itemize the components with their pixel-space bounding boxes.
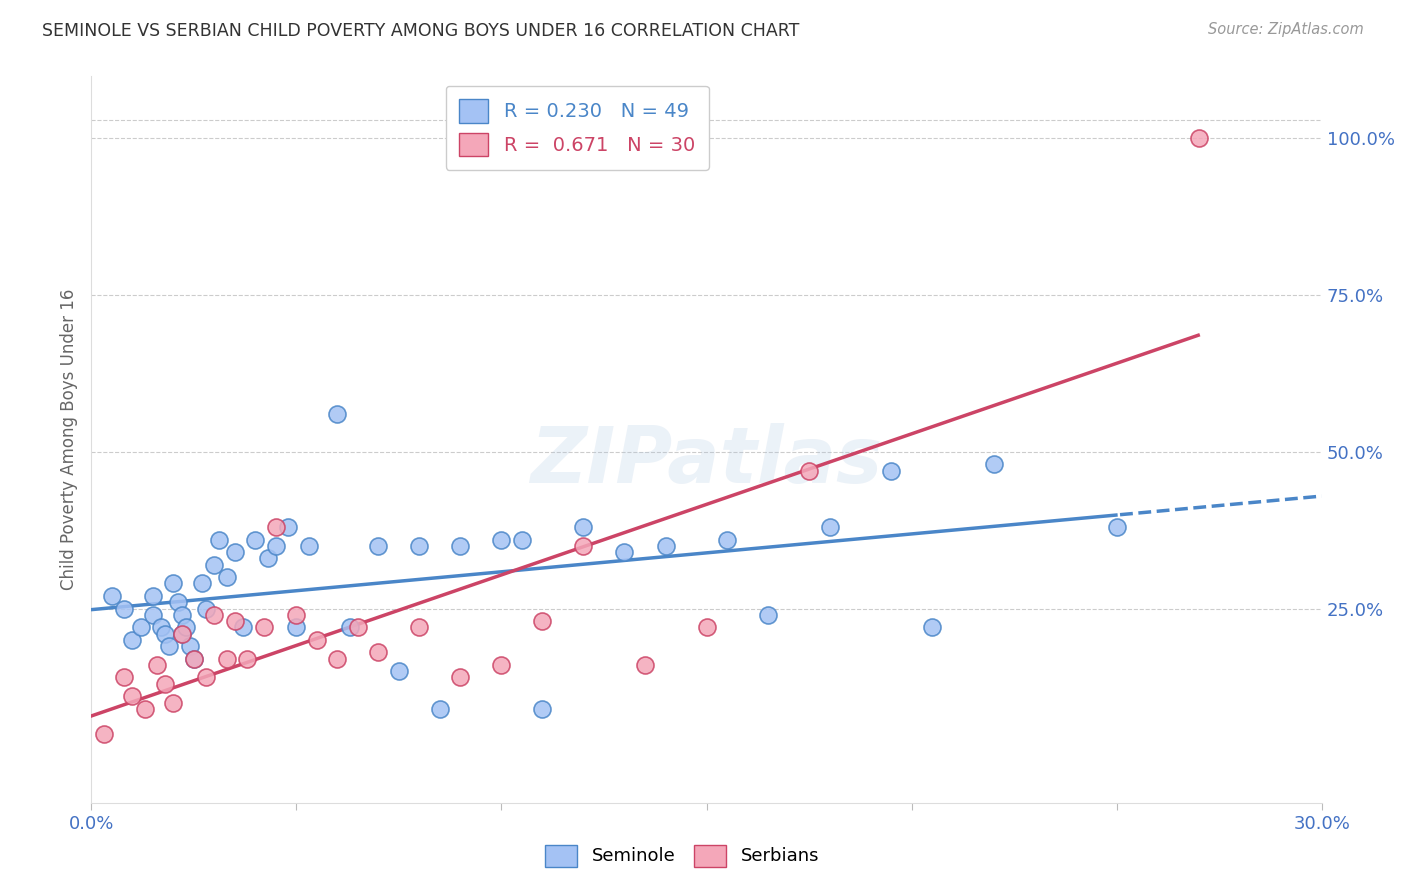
Point bbox=[112, 670, 135, 684]
Point bbox=[572, 539, 595, 553]
Point bbox=[1187, 131, 1209, 145]
Point bbox=[134, 702, 156, 716]
Point bbox=[202, 607, 225, 622]
Point bbox=[232, 620, 254, 634]
Point bbox=[179, 639, 201, 653]
Point bbox=[166, 595, 188, 609]
Point bbox=[818, 520, 841, 534]
Point bbox=[170, 626, 193, 640]
Point bbox=[174, 620, 197, 634]
Point bbox=[531, 614, 554, 628]
Point bbox=[367, 645, 389, 659]
Point bbox=[183, 651, 205, 665]
Point bbox=[245, 533, 267, 547]
Point bbox=[654, 539, 676, 553]
Point bbox=[531, 702, 554, 716]
Point bbox=[112, 601, 135, 615]
Point bbox=[224, 545, 246, 559]
Point bbox=[305, 632, 328, 647]
Point bbox=[756, 607, 779, 622]
Y-axis label: Child Poverty Among Boys Under 16: Child Poverty Among Boys Under 16 bbox=[59, 289, 77, 590]
Point bbox=[142, 589, 165, 603]
Point bbox=[264, 539, 287, 553]
Point bbox=[146, 657, 169, 672]
Point bbox=[153, 677, 177, 691]
Point bbox=[93, 727, 115, 741]
Point bbox=[170, 626, 193, 640]
Point bbox=[224, 614, 246, 628]
Point bbox=[491, 533, 513, 547]
Point bbox=[634, 657, 657, 672]
Point bbox=[298, 539, 321, 553]
Point bbox=[285, 620, 308, 634]
Point bbox=[510, 533, 533, 547]
Point bbox=[202, 558, 225, 572]
Point bbox=[716, 533, 738, 547]
Point bbox=[215, 651, 238, 665]
Point bbox=[150, 620, 173, 634]
Point bbox=[613, 545, 636, 559]
Point bbox=[326, 651, 349, 665]
Point bbox=[121, 690, 143, 704]
Point bbox=[195, 601, 218, 615]
Point bbox=[236, 651, 259, 665]
Point bbox=[162, 696, 184, 710]
Legend: Seminole, Serbians: Seminole, Serbians bbox=[534, 834, 830, 878]
Point bbox=[170, 607, 193, 622]
Point bbox=[277, 520, 299, 534]
Point bbox=[191, 576, 214, 591]
Point bbox=[408, 539, 430, 553]
Point bbox=[256, 551, 278, 566]
Text: ZIPatlas: ZIPatlas bbox=[530, 423, 883, 500]
Point bbox=[572, 520, 595, 534]
Point bbox=[449, 670, 471, 684]
Point bbox=[983, 458, 1005, 472]
Point bbox=[253, 620, 276, 634]
Point bbox=[215, 570, 238, 584]
Point bbox=[367, 539, 389, 553]
Point bbox=[101, 589, 124, 603]
Point bbox=[207, 533, 229, 547]
Point bbox=[153, 626, 177, 640]
Point bbox=[121, 632, 143, 647]
Point bbox=[142, 607, 165, 622]
Point bbox=[449, 539, 471, 553]
Point bbox=[183, 651, 205, 665]
Point bbox=[491, 657, 513, 672]
Point bbox=[264, 520, 287, 534]
Text: Source: ZipAtlas.com: Source: ZipAtlas.com bbox=[1208, 22, 1364, 37]
Point bbox=[157, 639, 180, 653]
Point bbox=[347, 620, 370, 634]
Point bbox=[429, 702, 451, 716]
Point bbox=[388, 664, 411, 678]
Point bbox=[408, 620, 430, 634]
Point bbox=[129, 620, 152, 634]
Point bbox=[162, 576, 184, 591]
Point bbox=[880, 464, 903, 478]
Point bbox=[326, 407, 349, 421]
Point bbox=[1105, 520, 1128, 534]
Point bbox=[285, 607, 308, 622]
Text: SEMINOLE VS SERBIAN CHILD POVERTY AMONG BOYS UNDER 16 CORRELATION CHART: SEMINOLE VS SERBIAN CHILD POVERTY AMONG … bbox=[42, 22, 800, 40]
Point bbox=[339, 620, 361, 634]
Point bbox=[695, 620, 717, 634]
Point bbox=[797, 464, 820, 478]
Point bbox=[195, 670, 218, 684]
Point bbox=[921, 620, 943, 634]
